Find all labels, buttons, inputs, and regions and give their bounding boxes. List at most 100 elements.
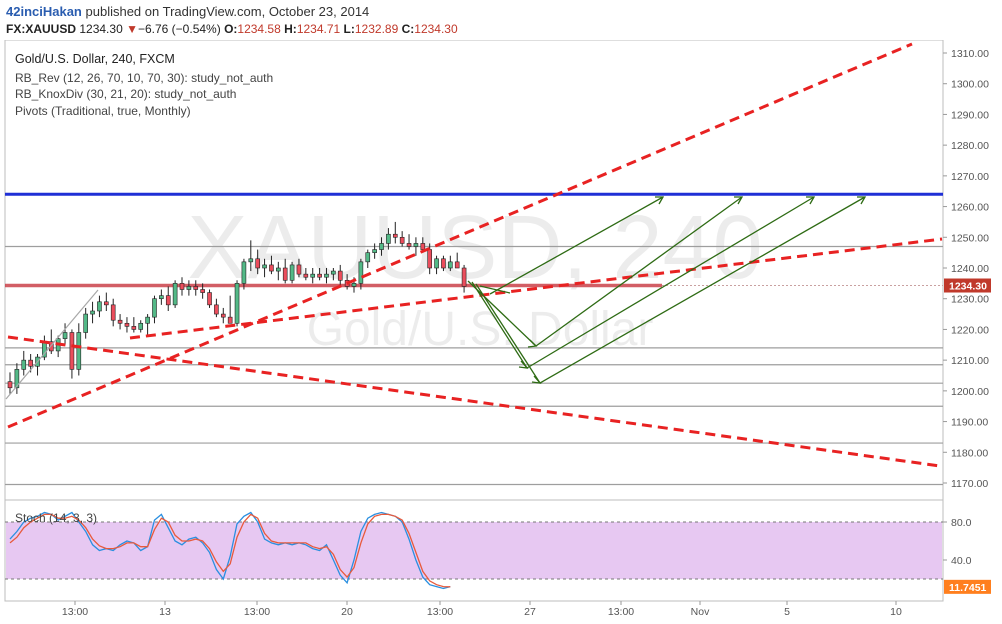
candle-body: [372, 249, 377, 253]
candle-body: [358, 261, 364, 284]
candle-body: [234, 283, 240, 324]
arrowhead-5: [527, 339, 538, 348]
candle-body: [21, 359, 27, 370]
stoch-line-k: [9, 511, 451, 590]
candle-body: [241, 261, 247, 284]
candle-body: [28, 359, 33, 367]
candle-body: [172, 283, 178, 306]
candle-body: [276, 267, 281, 272]
candle-body: [289, 264, 295, 281]
candlestick-series: [7, 221, 467, 394]
candle-body: [255, 258, 260, 269]
candle-body: [441, 258, 446, 269]
candle-body: [448, 261, 453, 269]
stoch-tick-label: 40.0: [951, 555, 972, 567]
close-label: C:: [401, 22, 415, 36]
price-chart[interactable]: XAUUSD, 240 Gold/U.S. Dollar Gold/U.S. D…: [0, 40, 1002, 624]
candle-body: [179, 283, 185, 290]
arrowhead-3: [806, 196, 816, 205]
candle-body: [186, 286, 192, 290]
time-tick-label: 13:00: [608, 606, 634, 618]
candle-body: [104, 301, 109, 306]
time-axis[interactable]: 13:00 13 13:00 20 13:00 27 13:00 Nov 5 10: [62, 601, 902, 618]
candle-body: [337, 270, 343, 281]
arrowhead-7: [531, 375, 542, 384]
candle-body: [296, 264, 302, 275]
trend-line-upper: [7, 42, 913, 429]
last-price-text: 1234.30: [949, 281, 987, 293]
candle-body: [138, 322, 144, 330]
triangle-down-icon: ▼: [126, 22, 138, 36]
symbol-label[interactable]: FX:XAUUSD: [6, 22, 77, 36]
candle-body: [324, 273, 329, 278]
candle-body: [282, 267, 288, 281]
candle-body: [420, 243, 426, 250]
candle-body: [76, 332, 82, 370]
candle-body: [131, 326, 137, 330]
price-tick-label: 1190.00: [951, 417, 988, 429]
candle-body: [310, 273, 316, 278]
candle-body: [193, 286, 199, 290]
last-price: 1234.30: [79, 22, 123, 36]
candle-body: [379, 243, 384, 250]
candle-body: [165, 295, 171, 306]
candle-body: [392, 233, 398, 238]
trend-lines: [7, 42, 943, 468]
time-tick-label: 13:00: [427, 606, 453, 618]
price-tick-label: 1210.00: [951, 355, 989, 367]
candle-body: [145, 316, 150, 324]
candle-body: [461, 267, 467, 287]
candle-body: [248, 258, 254, 263]
legend-study-rev: RB_Rev (12, 26, 70, 10, 70, 30): study_n…: [15, 71, 273, 85]
time-tick-label: 5: [784, 606, 790, 618]
price-tick-label: 1270.00: [951, 171, 989, 183]
candle-body: [317, 273, 322, 278]
trend-line-middle: [129, 237, 943, 340]
price-tick-label: 1180.00: [951, 447, 988, 459]
open-value: 1234.58: [237, 22, 281, 36]
chart-legend: Gold/U.S. Dollar, 240, FXCM RB_Rev (12, …: [15, 52, 273, 118]
arrowhead-6: [518, 360, 529, 369]
quote-line: FX:XAUUSD 1234.30 ▼−6.76 (−0.54%) O:1234…: [6, 22, 458, 36]
candle-body: [365, 252, 371, 263]
low-value: 1232.89: [354, 22, 399, 36]
time-tick-label: 13:00: [244, 606, 270, 618]
price-axis[interactable]: 1170.00 1180.00 1190.00 1200.00 1210.00 1220.…: [943, 48, 989, 490]
candle-body: [69, 332, 75, 370]
candle-body: [406, 243, 412, 247]
price-tick-label: 1170.00: [951, 478, 988, 490]
candle-body: [159, 295, 164, 300]
time-tick-label: 10: [890, 606, 902, 618]
stoch-line-d: [9, 513, 451, 588]
candle-body: [399, 236, 405, 244]
channel-line: [5, 289, 99, 400]
last-price-badge: [944, 278, 991, 293]
price-tick-label: 1200.00: [951, 386, 989, 398]
candle-body: [331, 270, 336, 275]
legend-study-knoxdiv: RB_KnoxDiv (30, 21, 20): study_not_auth: [15, 87, 236, 101]
published-text: published on TradingView.com, October 23…: [85, 4, 370, 19]
high-label: H:: [284, 22, 297, 36]
candle-body: [110, 304, 116, 321]
price-tick-label: 1300.00: [951, 79, 989, 91]
time-tick-label: 13: [159, 606, 171, 618]
candle-body: [214, 304, 219, 315]
close-value: 1234.30: [414, 22, 458, 36]
author-link[interactable]: 42inciHakan: [6, 4, 82, 19]
projection-arrows: [467, 196, 867, 384]
arrow-up-3: [526, 196, 815, 369]
candle-body: [7, 381, 13, 389]
watermark-symbol: XAUUSD, 240: [187, 198, 762, 298]
candle-body: [351, 283, 357, 287]
price-tick-label: 1230.00: [951, 294, 989, 306]
candle-body: [48, 341, 54, 352]
arrow-down-2: [471, 281, 528, 369]
arrow-down-4: [479, 285, 511, 294]
arrow-up-2: [535, 196, 743, 347]
legend-title: Gold/U.S. Dollar, 240, FXCM: [15, 52, 175, 66]
channel-edge-left: [5, 289, 99, 400]
candle-body: [220, 313, 226, 318]
price-tick-label: 1260.00: [951, 202, 989, 214]
candle-body: [90, 310, 95, 315]
pivot-levels: [5, 245, 943, 486]
